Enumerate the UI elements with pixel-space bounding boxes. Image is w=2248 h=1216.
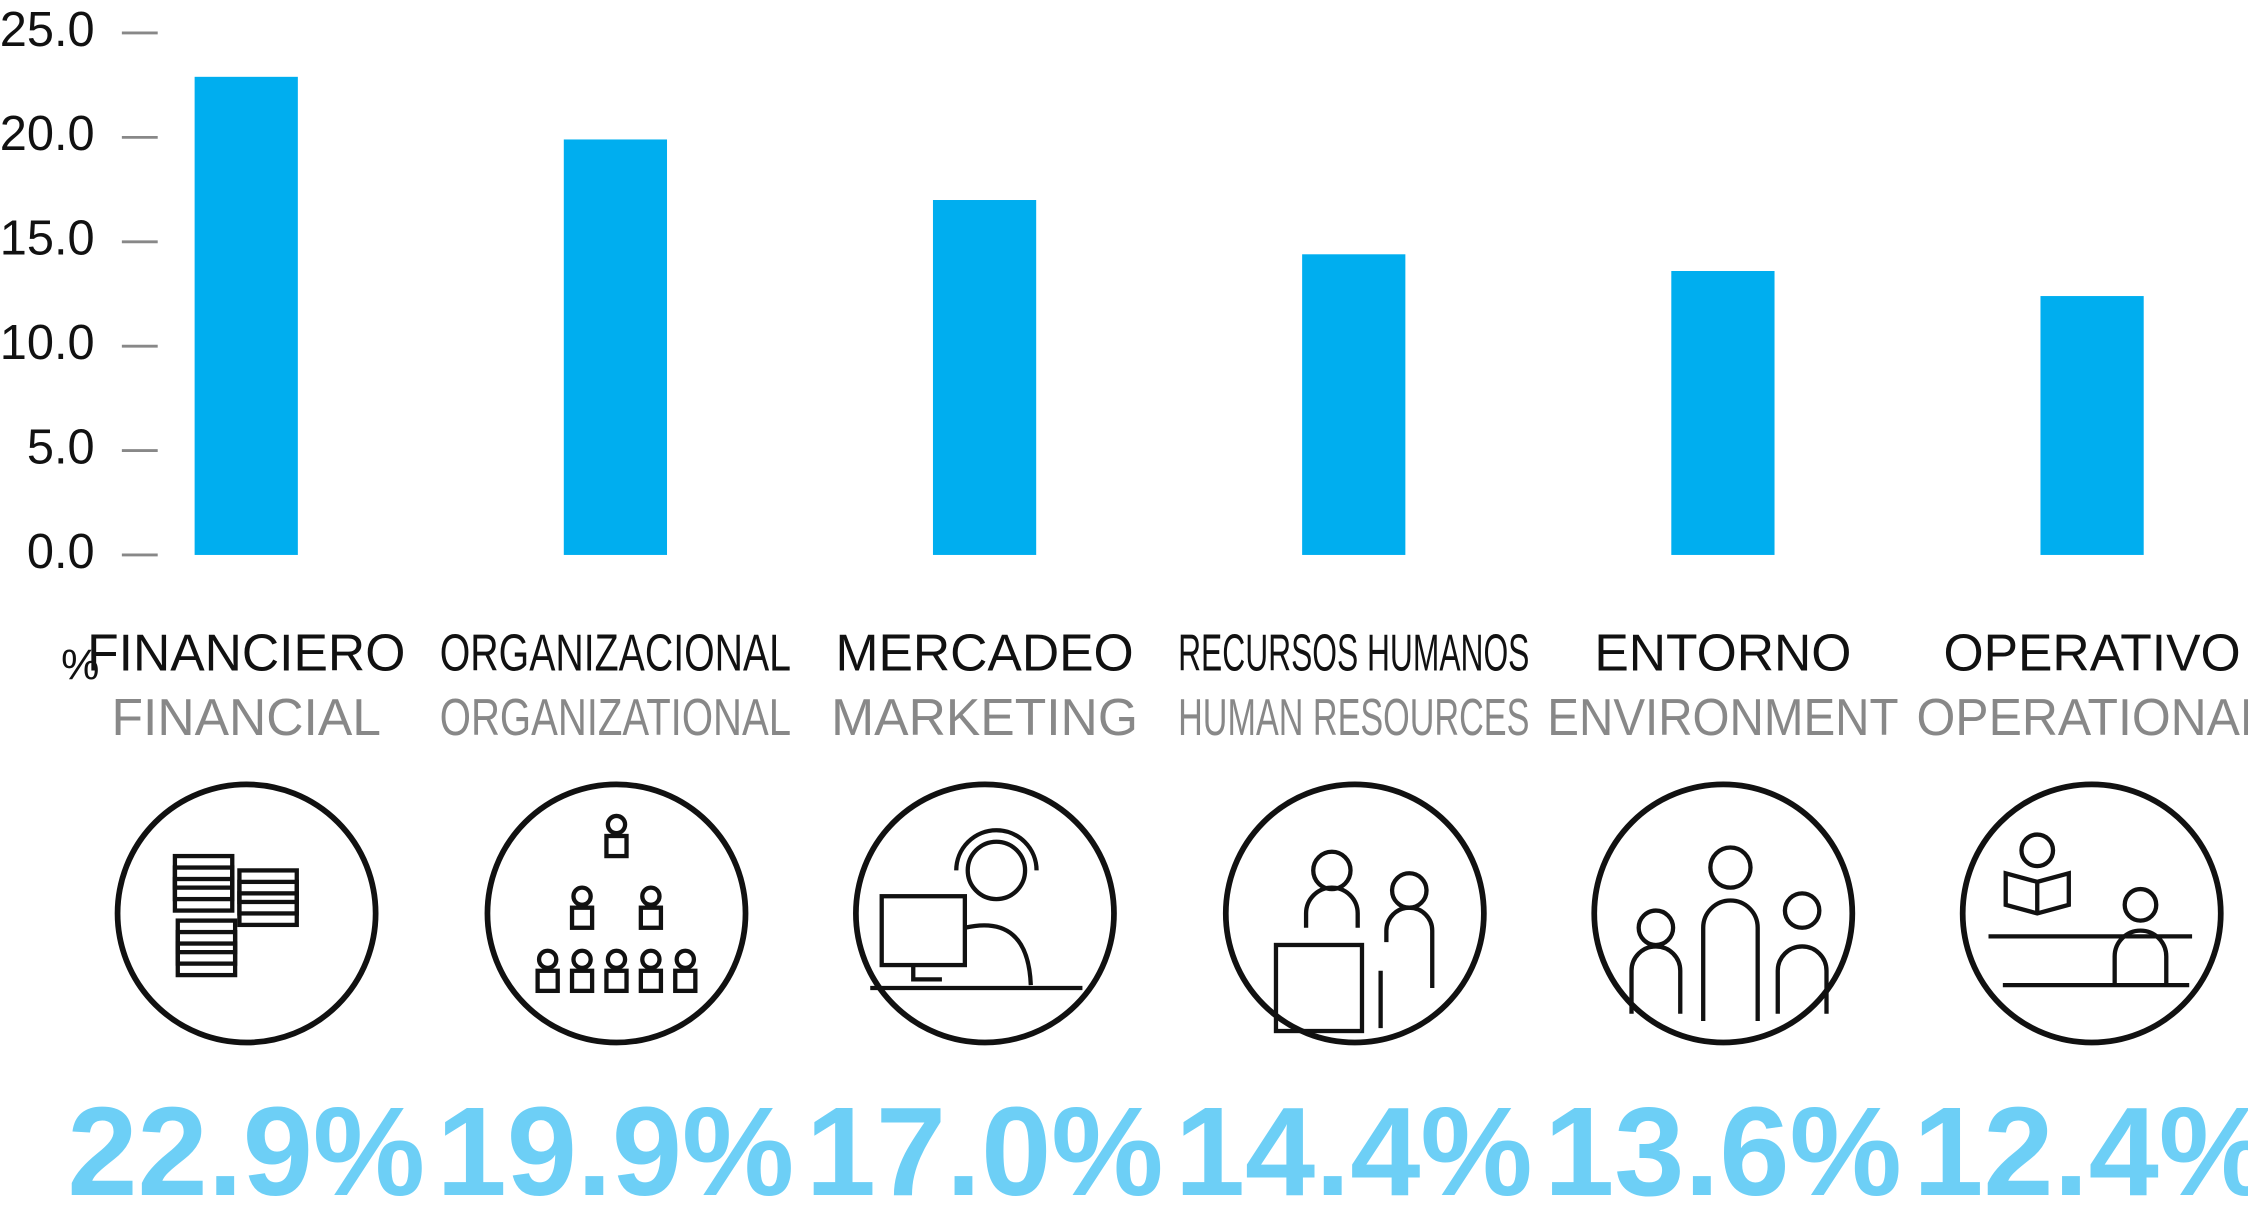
y-tick-label: 15.0 <box>0 212 95 266</box>
icon-money <box>114 781 379 1046</box>
x-tick-sublabel: MARKETING <box>831 688 1138 746</box>
y-tick-label: 25.0 <box>0 3 95 57</box>
icon-operations <box>1959 781 2224 1046</box>
value-label: 22.9% <box>67 1081 425 1216</box>
bar <box>932 200 1037 555</box>
bar <box>1671 270 1775 555</box>
value-label: 17.0% <box>806 1081 1164 1216</box>
x-tick-sublabel: HUMAN RESOURCES <box>1178 688 1529 746</box>
bar <box>194 76 298 555</box>
y-unit: % <box>61 642 99 690</box>
x-tick-label: MERCADEO <box>835 623 1133 681</box>
icon-hr <box>1222 781 1487 1046</box>
value-label: 19.9% <box>437 1081 795 1216</box>
value-label: 13.6% <box>1544 1081 1902 1216</box>
bar <box>1302 254 1406 555</box>
icon-org <box>484 781 749 1046</box>
x-tick-sublabel: ENVIRONMENT <box>1547 688 1898 746</box>
x-tick-label: OPERATIVO <box>1943 623 2240 681</box>
x-tick-label: ENTORNO <box>1594 623 1851 681</box>
bar <box>2040 296 2144 555</box>
value-label: 14.4% <box>1175 1081 1533 1216</box>
value-label: 12.4% <box>1913 1081 2248 1216</box>
y-tick-label: 20.0 <box>0 107 95 161</box>
y-tick-label: 0.0 <box>27 525 95 579</box>
icon-environment <box>1591 781 1856 1046</box>
x-tick-sublabel: ORGANIZATIONAL <box>440 688 791 746</box>
y-tick-label: 10.0 <box>0 316 95 370</box>
bar <box>563 139 668 555</box>
x-tick-label: RECURSOS HUMANOS <box>1178 623 1529 681</box>
x-tick-sublabel: OPERATIONAL <box>1916 688 2248 746</box>
y-tick-label: 5.0 <box>27 420 95 474</box>
icon-marketing <box>853 781 1117 1046</box>
x-tick-label: ORGANIZACIONAL <box>440 623 791 681</box>
x-tick-label: FINANCIERO <box>87 623 405 681</box>
x-tick-sublabel: FINANCIAL <box>111 688 381 746</box>
